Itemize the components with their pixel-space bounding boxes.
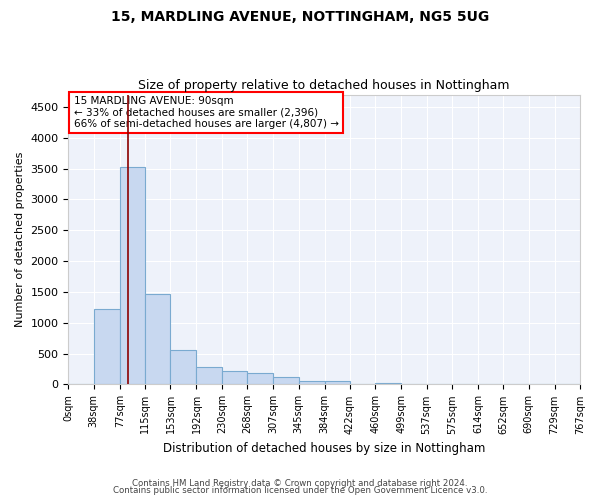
Bar <box>325 382 350 384</box>
Bar <box>247 372 273 384</box>
Bar <box>120 168 145 384</box>
Bar <box>273 377 299 384</box>
Bar <box>145 294 170 384</box>
Bar <box>375 382 401 384</box>
Bar <box>170 350 196 384</box>
Text: Contains HM Land Registry data © Crown copyright and database right 2024.: Contains HM Land Registry data © Crown c… <box>132 478 468 488</box>
Bar <box>299 380 325 384</box>
Title: Size of property relative to detached houses in Nottingham: Size of property relative to detached ho… <box>139 79 510 92</box>
Text: 15 MARDLING AVENUE: 90sqm
← 33% of detached houses are smaller (2,396)
66% of se: 15 MARDLING AVENUE: 90sqm ← 33% of detac… <box>74 96 338 129</box>
Text: 15, MARDLING AVENUE, NOTTINGHAM, NG5 5UG: 15, MARDLING AVENUE, NOTTINGHAM, NG5 5UG <box>111 10 489 24</box>
Bar <box>222 372 247 384</box>
Bar <box>196 366 222 384</box>
Bar <box>94 308 120 384</box>
Y-axis label: Number of detached properties: Number of detached properties <box>15 152 25 327</box>
X-axis label: Distribution of detached houses by size in Nottingham: Distribution of detached houses by size … <box>163 442 485 455</box>
Text: Contains public sector information licensed under the Open Government Licence v3: Contains public sector information licen… <box>113 486 487 495</box>
